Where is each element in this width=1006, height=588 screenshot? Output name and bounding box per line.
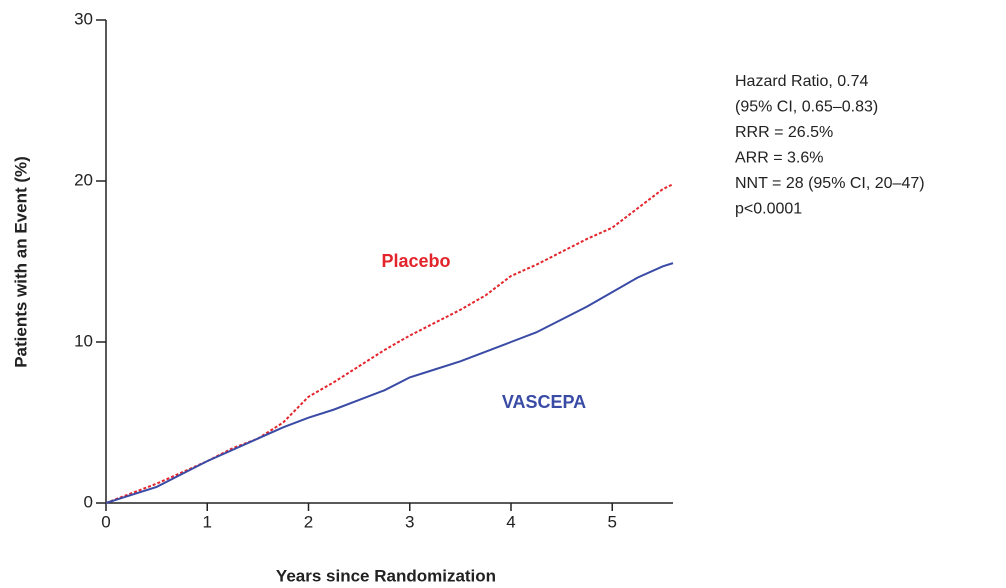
y-tick-label: 10 <box>74 331 93 350</box>
y-tick-label: 30 <box>74 9 93 28</box>
series-label: VASCEPA <box>502 392 586 412</box>
y-tick-label: 0 <box>84 492 93 511</box>
x-tick-label: 1 <box>203 512 212 531</box>
annotation: (95% CI, 0.65–0.83) <box>735 99 878 116</box>
x-tick-label: 5 <box>608 512 617 531</box>
annotation: Hazard Ratio, 0.74 <box>735 73 869 90</box>
series-line <box>105 183 674 504</box>
annotation: RRR = 26.5% <box>735 124 833 141</box>
y-tick-label: 20 <box>74 170 93 189</box>
series-line <box>105 262 674 504</box>
annotation: ARR = 3.6% <box>735 150 823 167</box>
x-tick-label: 0 <box>101 512 110 531</box>
x-tick-label: 4 <box>506 512 515 531</box>
annotation: NNT = 28 (95% CI, 20–47) <box>735 175 925 192</box>
series-label: Placebo <box>381 251 450 271</box>
x-tick-label: 3 <box>405 512 414 531</box>
x-axis-title: Years since Randomization <box>276 566 496 585</box>
annotation: p<0.0001 <box>735 201 802 218</box>
x-tick-label: 2 <box>304 512 313 531</box>
y-axis-title: Patients with an Event (%) <box>11 156 30 368</box>
